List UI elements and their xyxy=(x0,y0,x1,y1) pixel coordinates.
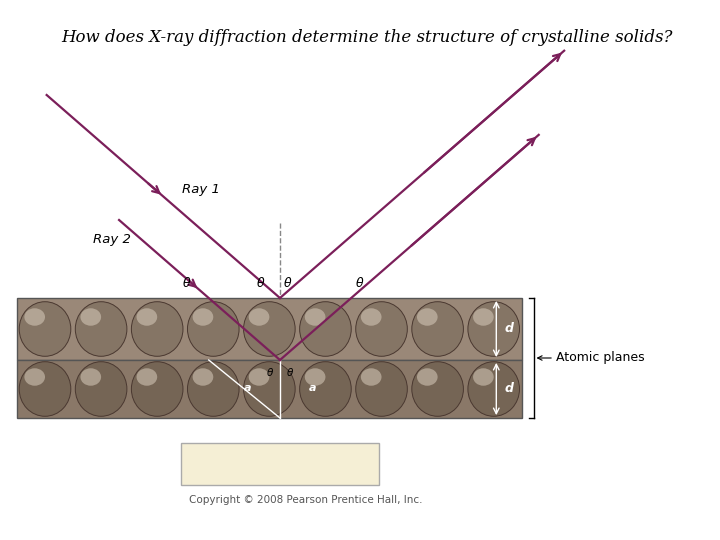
Ellipse shape xyxy=(412,302,464,356)
Text: How does X-ray diffraction determine the structure of crystalline solids?: How does X-ray diffraction determine the… xyxy=(61,30,672,46)
Ellipse shape xyxy=(131,362,183,416)
Ellipse shape xyxy=(19,302,71,356)
Ellipse shape xyxy=(193,308,213,326)
Ellipse shape xyxy=(468,302,520,356)
Ellipse shape xyxy=(76,302,127,356)
Text: a: a xyxy=(308,383,316,393)
Ellipse shape xyxy=(76,362,127,416)
Ellipse shape xyxy=(187,362,239,416)
Ellipse shape xyxy=(24,368,45,386)
Text: Copyright © 2008 Pearson Prentice Hall, Inc.: Copyright © 2008 Pearson Prentice Hall, … xyxy=(189,495,422,505)
Ellipse shape xyxy=(412,362,464,416)
Text: θ: θ xyxy=(356,277,363,290)
Ellipse shape xyxy=(187,302,239,356)
Ellipse shape xyxy=(243,362,295,416)
Text: θ: θ xyxy=(284,277,292,290)
Polygon shape xyxy=(17,360,522,418)
Text: a: a xyxy=(244,383,251,393)
Ellipse shape xyxy=(361,308,382,326)
Ellipse shape xyxy=(300,302,351,356)
Ellipse shape xyxy=(300,362,351,416)
Ellipse shape xyxy=(248,308,269,326)
Text: θ: θ xyxy=(257,277,265,290)
Polygon shape xyxy=(17,298,522,360)
Ellipse shape xyxy=(361,368,382,386)
Ellipse shape xyxy=(473,308,494,326)
Ellipse shape xyxy=(305,368,325,386)
Ellipse shape xyxy=(248,368,269,386)
Text: θ: θ xyxy=(182,277,190,290)
Ellipse shape xyxy=(81,308,101,326)
Text: Ray 1: Ray 1 xyxy=(182,184,220,197)
Ellipse shape xyxy=(24,308,45,326)
Ellipse shape xyxy=(81,368,101,386)
Ellipse shape xyxy=(473,368,494,386)
Ellipse shape xyxy=(356,302,408,356)
Text: Atomic planes: Atomic planes xyxy=(556,352,644,365)
Ellipse shape xyxy=(468,362,520,416)
Text: Ray 2: Ray 2 xyxy=(94,233,131,246)
Ellipse shape xyxy=(305,308,325,326)
Ellipse shape xyxy=(417,368,438,386)
Ellipse shape xyxy=(243,302,295,356)
Ellipse shape xyxy=(193,368,213,386)
FancyBboxPatch shape xyxy=(181,443,379,485)
Ellipse shape xyxy=(356,362,408,416)
Text: d: d xyxy=(505,322,514,335)
Ellipse shape xyxy=(131,302,183,356)
Text: θ: θ xyxy=(287,368,293,378)
Ellipse shape xyxy=(417,308,438,326)
Text: d: d xyxy=(505,382,514,395)
Ellipse shape xyxy=(137,368,157,386)
Ellipse shape xyxy=(19,362,71,416)
Ellipse shape xyxy=(137,308,157,326)
Text: θ: θ xyxy=(266,368,273,378)
Text: Path difference = 2a: Path difference = 2a xyxy=(196,457,364,471)
